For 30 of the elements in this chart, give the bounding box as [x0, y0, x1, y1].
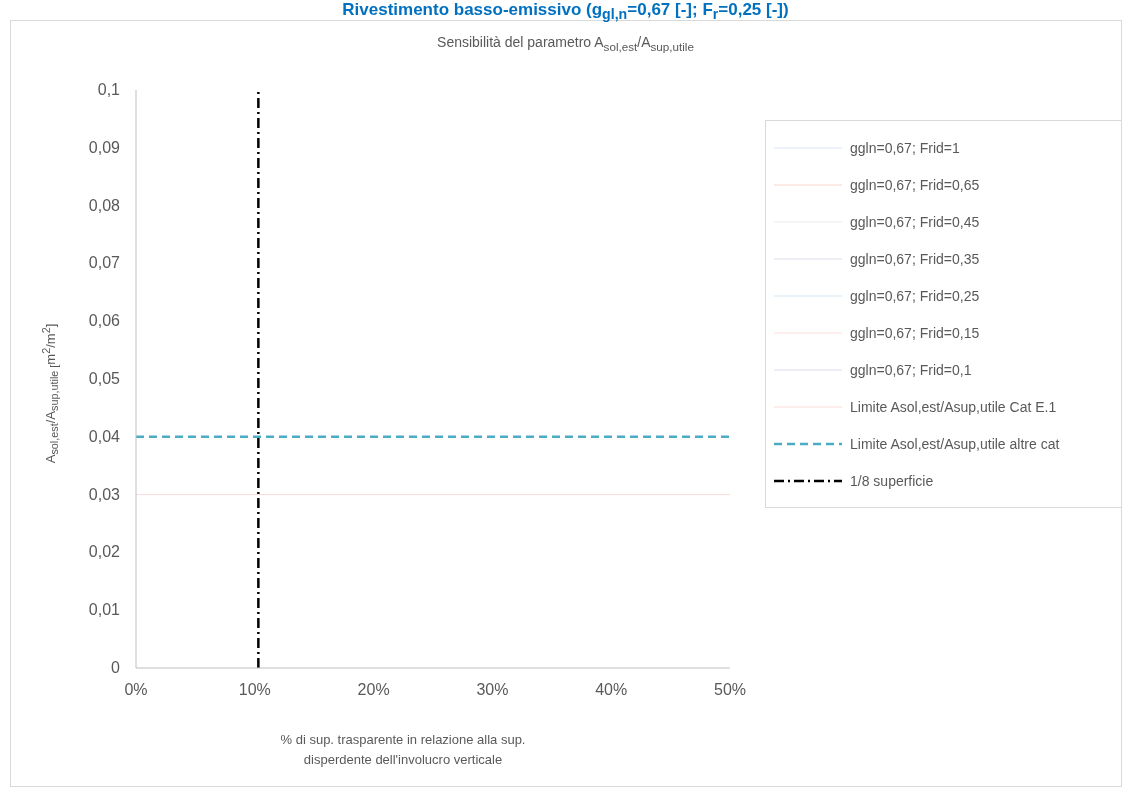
x-tick-label: 10%	[238, 681, 271, 699]
legend-label: ggln=0,67; Frid=0,1	[850, 361, 972, 378]
x-tick-label: 20%	[357, 681, 390, 699]
y-tick-label: 0,04	[88, 427, 121, 445]
x-tick-label: 40%	[595, 681, 628, 699]
legend-label: ggln=0,67; Frid=0,25	[850, 287, 980, 304]
legend-label: ggln=0,67; Frid=0,45	[850, 213, 980, 230]
x-tick-label: 30%	[476, 681, 509, 699]
chart-subtitle: Sensibilità del parametro A$_{sol,est}$/A$_{sup,utile}$	[436, 34, 695, 53]
y-tick-label: 0,03	[88, 485, 121, 503]
x-axis-title: % di sup. trasparente in relazione alla sup. disperdente dell'involucro verticale	[279, 731, 527, 769]
legend-label: ggln=0,67; Frid=1	[850, 139, 960, 156]
legend-label: Limite Asol,est/Asup,utile altre cat	[850, 435, 1060, 452]
legend-label: 1/8 superficie	[850, 472, 934, 489]
y-tick-label: 0,02	[88, 543, 121, 561]
y-tick-label: 0,09	[88, 138, 121, 156]
y-tick-label: 0,05	[88, 370, 121, 387]
y-tick-label: 0,01	[88, 601, 121, 619]
y-tick-label: 0	[111, 659, 121, 676]
legend-label: ggln=0,67; Frid=0,65	[850, 176, 980, 193]
legend-label: Limite Asol,est/Asup,utile Cat E.1	[850, 398, 1057, 415]
x-tick-label: 0%	[124, 681, 148, 699]
legend-label: ggln=0,67; Frid=0,15	[850, 324, 980, 341]
y-tick-label: 0,06	[88, 312, 121, 330]
x-tick-label: 50%	[713, 681, 747, 699]
chart-title: Rivestimento basso-emissivo (g$_{gl,n}$=0,67 [-]; F$_{r}$=0,25 [-])	[341, 0, 790, 23]
y-tick-label: 0,1	[97, 81, 121, 98]
legend-label: ggln=0,67; Frid=0,35	[850, 250, 980, 267]
y-tick-label: 0,07	[88, 254, 121, 272]
y-tick-label: 0,08	[88, 196, 121, 214]
